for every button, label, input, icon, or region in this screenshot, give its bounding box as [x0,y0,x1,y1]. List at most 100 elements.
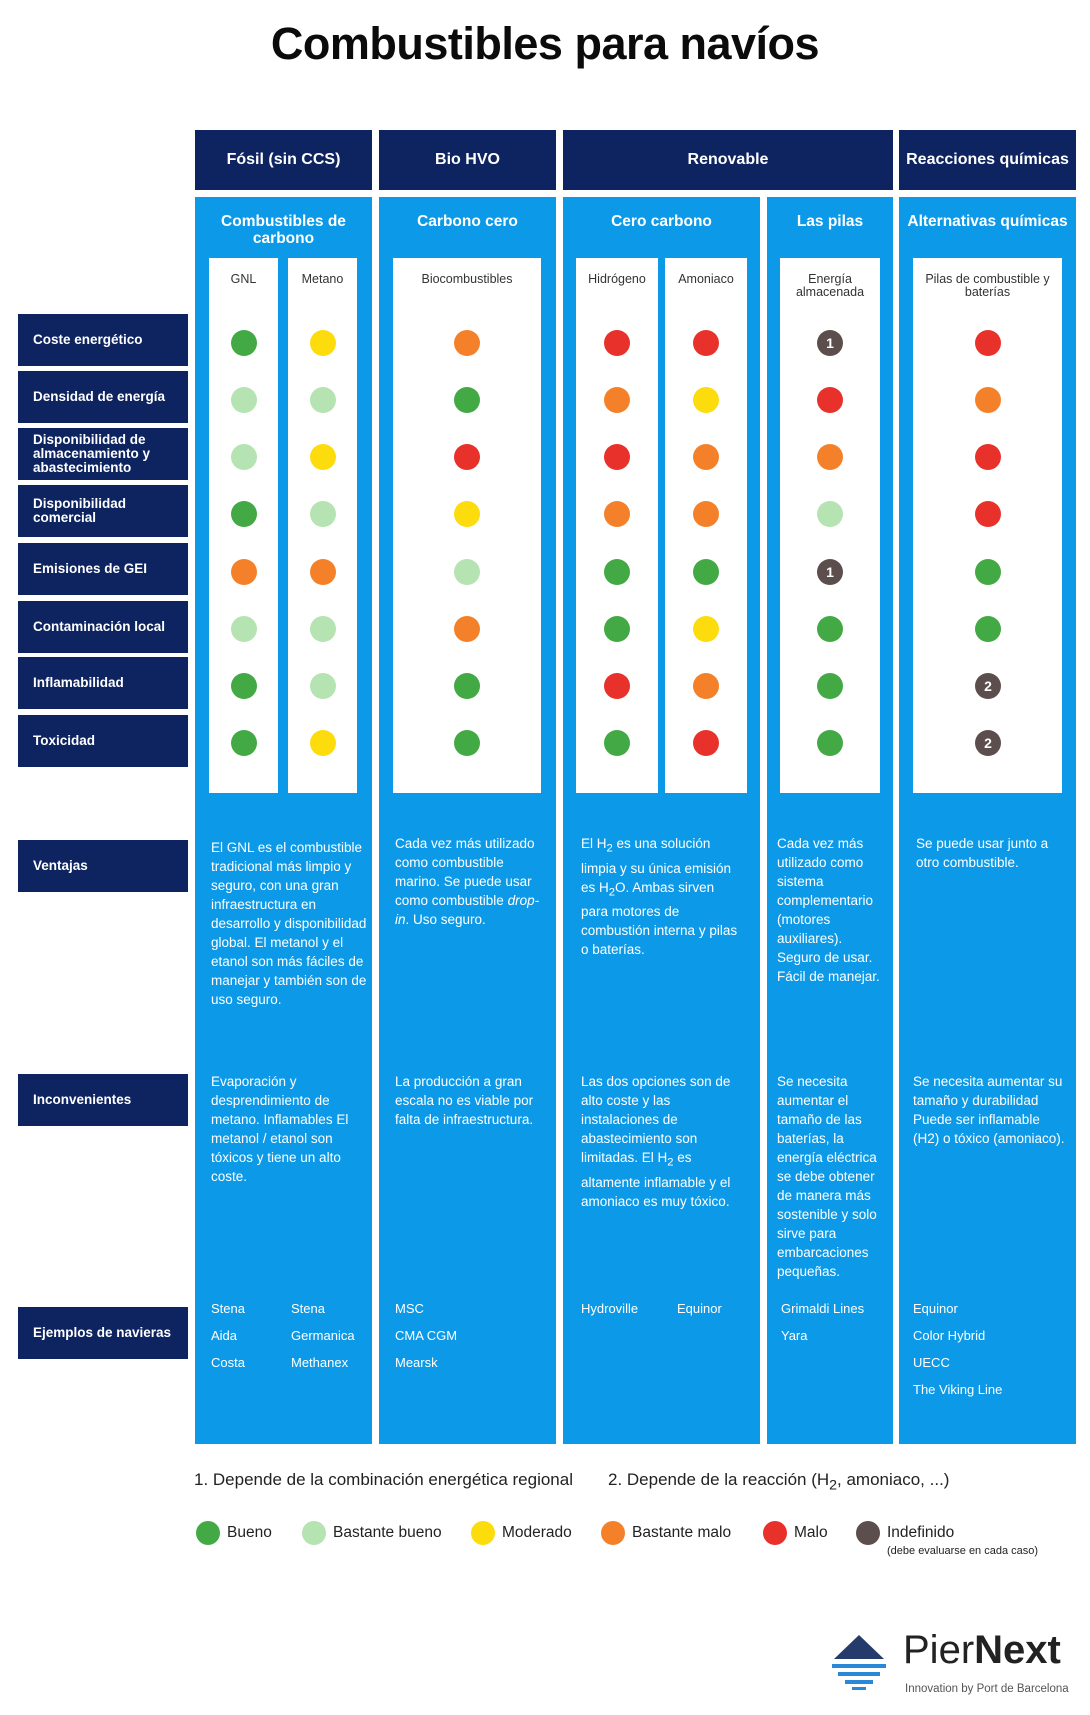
rating-dot-bueno [604,559,630,585]
rating-dot-malo [975,444,1001,470]
row-label-emisiones-gei: Emisiones de GEI [18,543,188,595]
rating-dot-bueno [454,730,480,756]
rating-dot-bastante-bueno [310,616,336,642]
legend-dot-moderado [471,1521,495,1545]
naviera-example: Color Hybrid [913,1328,986,1343]
rating-dot-bastante-bueno [817,501,843,527]
rating-dot-bastante-malo [604,387,630,413]
piernext-tagline: Innovation by Port de Barcelona [905,1683,1069,1695]
ventajas-pilas: Cada vez más utilizado como sistema comp… [777,836,880,984]
naviera-example: UECC [913,1355,950,1370]
rating-dot-bastante-malo [454,616,480,642]
rating-dot-moderado [454,501,480,527]
rating-dot-moderado [693,387,719,413]
card-label-hidrogeno: Hidrógeno [588,272,646,286]
rating-dot-bastante-bueno [454,559,480,585]
rating-dot-bueno [454,673,480,699]
category-fosil: Fósil (sin CCS) [195,130,372,190]
rating-dot-indefinido: 2 [975,673,1001,699]
rating-dot-bueno [817,616,843,642]
rating-dot-indefinido: 1 [817,330,843,356]
naviera-example: Equinor [677,1301,722,1316]
legend-dot-bastante-malo [601,1521,625,1545]
rating-dot-bueno [231,501,257,527]
row-label-inconvenientes: Inconvenientes [18,1074,188,1126]
row-label-disponibilidad-almacenamiento: Disponibilidad de almacenamiento y abast… [18,428,188,480]
category-reacciones-quimicas: Reacciones químicas [899,130,1076,190]
row-label-densidad-energia: Densidad de energía [18,371,188,423]
naviera-example: Costa [211,1355,245,1370]
rating-dot-malo [604,330,630,356]
ventajas-fosil: El GNL es el combustible tradicional más… [211,840,367,1007]
rating-dot-bueno [231,673,257,699]
rating-dot-bastante-bueno [231,616,257,642]
legend-sublabel: (debe evaluarse en cada caso) [887,1545,1039,1557]
rating-dot-malo [693,330,719,356]
inconvenientes-bio: La producción a gran escala no es viable… [395,1074,534,1127]
column-title-cero-carbono: Cero carbono [611,213,712,230]
rating-dot-malo [604,673,630,699]
category-renovable: Renovable [563,130,893,190]
inconvenientes-pilas: Se necesita aumentar el tamaño de las ba… [777,1074,877,1279]
rating-dot-bastante-bueno [310,673,336,699]
rating-dot-bueno [817,730,843,756]
naviera-example: Grimaldi Lines [781,1301,865,1316]
rating-dot-bastante-malo [975,387,1001,413]
rating-dot-indefinido: 1 [817,559,843,585]
legend-label: Indefinido [887,1524,955,1541]
column-title-las-pilas: Las pilas [796,213,864,230]
card-label-amoniaco: Amoniaco [678,272,734,286]
legend-dot-indefinido [856,1521,880,1545]
rating-dot-malo [454,444,480,470]
legend-dot-bueno [196,1521,220,1545]
ventajas-quimicas: Se puede usar junto a otro combustible. [916,836,1049,870]
row-label-contaminacion-local: Contaminación local [18,601,188,653]
inconvenientes-quimicas: Se necesita aumentar su tamaño y durabil… [913,1074,1065,1146]
piernext-logo-text: PierNext [903,1628,1061,1673]
legend-label: Bastante bueno [333,1524,442,1541]
rating-dot-malo [693,730,719,756]
footnote-2: 2. Depende de la reacción (H2, amoniaco,… [608,1470,950,1494]
rating-dot-bueno [231,730,257,756]
card-label-metano: Metano [301,272,344,286]
footnote-1: 1. Depende de la combinación energética … [194,1470,573,1489]
naviera-example: CMA CGM [395,1328,458,1343]
rating-dot-bastante-malo [693,673,719,699]
naviera-example: Hydroville [581,1301,639,1316]
row-label-inflamabilidad: Inflamabilidad [18,657,188,709]
category-bio-hvo: Bio HVO [379,130,556,190]
legend-dot-malo [763,1521,787,1545]
row-label-disponibilidad-comercial: Disponibilidad comercial [18,485,188,537]
ventajas-cero-carbono: El H2 es una solución limpia y su única … [581,836,738,958]
naviera-example: Yara [781,1328,808,1343]
rating-dot-bueno [817,673,843,699]
rating-dot-bastante-bueno [310,501,336,527]
legend-label: Bastante malo [632,1524,732,1541]
card-label-biocombustibles: Biocombustibles [421,272,513,286]
legend-label: Moderado [502,1524,572,1541]
logo-name-light: Pier [903,1628,975,1672]
rating-dot-bueno [975,559,1001,585]
rating-dot-bastante-bueno [231,444,257,470]
rating-dot-bueno [604,730,630,756]
rating-dot-bastante-malo [693,444,719,470]
naviera-example: Methanex [291,1355,349,1370]
rating-dot-bastante-bueno [310,387,336,413]
rating-dot-indefinido: 2 [975,730,1001,756]
rating-dot-malo [817,387,843,413]
naviera-example: Germanica [291,1328,355,1343]
row-label-ventajas: Ventajas [18,840,188,892]
ventajas-bio: Cada vez más utilizado como combustible … [395,836,540,927]
legend-label: Bueno [227,1524,272,1541]
rating-dot-malo [604,444,630,470]
row-label-ejemplos-navieras: Ejemplos de navieras [18,1307,188,1359]
card-label-pilas-combustible: Pilas de combustible y baterías [925,272,1050,299]
rating-dot-bastante-bueno [231,387,257,413]
column-title-carbono-cero: Carbono cero [417,213,518,230]
row-label-coste-energetico: Coste energético [18,314,188,366]
naviera-example: Aida [211,1328,238,1343]
rating-dot-bueno [231,330,257,356]
rating-dot-malo [975,501,1001,527]
legend-dot-bastante-bueno [302,1521,326,1545]
naviera-example: MSC [395,1301,424,1316]
